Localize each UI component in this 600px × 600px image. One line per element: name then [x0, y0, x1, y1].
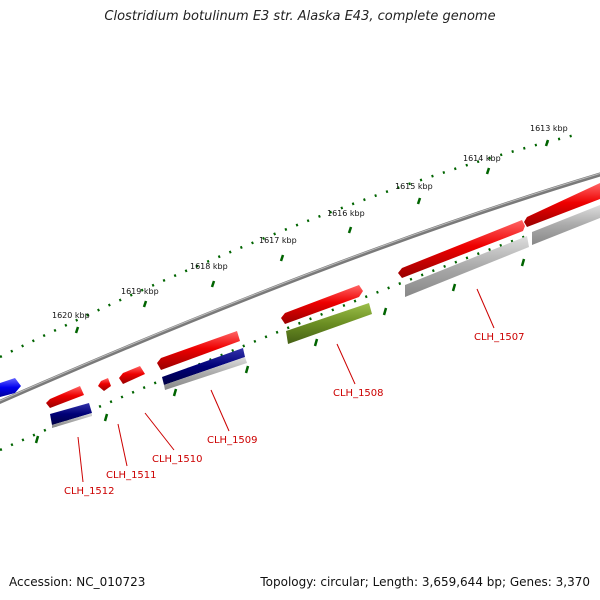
genome-backbone	[0, 172, 600, 404]
tick-label-1614: 1614 kbp	[463, 154, 501, 163]
major-ticks-outer	[74, 139, 550, 334]
cds-feature[interactable]	[524, 183, 600, 227]
gene-label-clh-1511[interactable]: CLH_1511	[106, 470, 157, 481]
cds-feature[interactable]	[157, 331, 240, 370]
gene-feature[interactable]	[405, 236, 529, 297]
label-leaders	[77, 288, 495, 483]
cds-feature[interactable]	[398, 220, 525, 278]
tick-label-1617: 1617 kbp	[259, 236, 297, 245]
cds-feature[interactable]	[119, 366, 145, 384]
gene-label-clh-1509[interactable]: CLH_1509	[207, 435, 258, 446]
gene-label-clh-1508[interactable]: CLH_1508	[333, 388, 384, 399]
gene-feature[interactable]	[162, 348, 245, 385]
tick-label-1619: 1619 kbp	[121, 287, 159, 296]
genome-stats: Topology: circular; Length: 3,659,644 bp…	[260, 575, 590, 589]
gene-feature[interactable]	[532, 205, 600, 245]
tick-label-1616: 1616 kbp	[327, 209, 365, 218]
gene-feature[interactable]	[52, 413, 92, 428]
genome-title: Clostridium botulinum E3 str. Alaska E43…	[104, 9, 496, 24]
cds-feature[interactable]	[281, 285, 363, 324]
tick-label-1620: 1620 kbp	[52, 311, 90, 320]
tick-label-1618: 1618 kbp	[190, 262, 228, 271]
rrna-feature[interactable]	[286, 303, 372, 344]
gene-label-clh-1507[interactable]: CLH_1507	[474, 332, 525, 343]
gene-feature[interactable]	[164, 357, 247, 390]
gene-label-clh-1510[interactable]: CLH_1510	[152, 454, 203, 465]
cds-feature[interactable]	[98, 378, 111, 391]
cds-feature[interactable]	[46, 386, 84, 408]
accession-label: Accession: NC_010723	[9, 575, 146, 589]
gene-feature[interactable]	[50, 403, 92, 425]
major-ticks-inner	[34, 258, 526, 444]
tick-label-1613: 1613 kbp	[530, 124, 568, 133]
scale-ring-inner	[0, 208, 600, 452]
tick-label-1615: 1615 kbp	[395, 182, 433, 191]
scale-ring-outer	[0, 133, 576, 359]
other-feature[interactable]	[0, 378, 21, 397]
gene-label-clh-1512[interactable]: CLH_1512	[64, 486, 115, 497]
